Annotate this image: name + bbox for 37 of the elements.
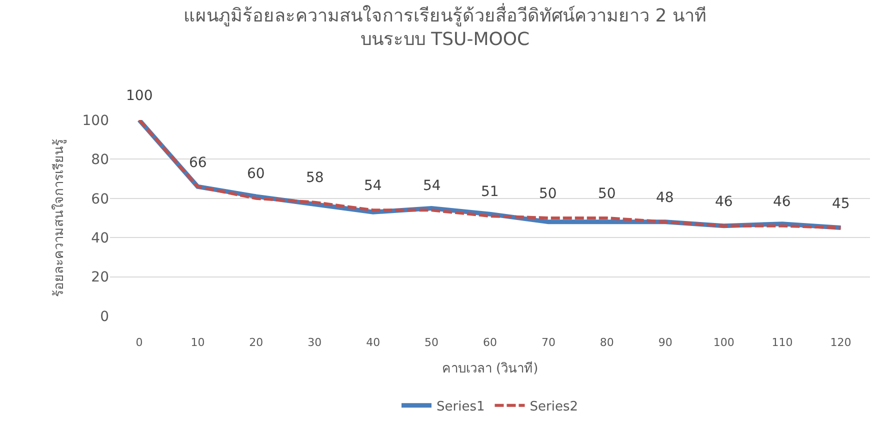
x-tick-label: 40: [366, 336, 380, 349]
x-tick-label: 70: [541, 336, 556, 349]
x-tick-label: 10: [190, 336, 205, 349]
y-tick-label: 40: [91, 230, 109, 246]
data-label: 60: [247, 166, 265, 182]
data-label: 46: [773, 194, 791, 210]
x-tick-label: 0: [136, 336, 143, 349]
x-tick-label: 20: [249, 336, 264, 349]
x-tick-label: 50: [424, 336, 439, 349]
y-tick-label: 0: [100, 308, 109, 325]
data-label: 58: [306, 170, 324, 186]
data-label: 45: [832, 196, 850, 212]
data-label: 100: [126, 88, 153, 104]
x-tick-label: 60: [483, 336, 497, 349]
x-tick-label: 30: [308, 336, 322, 349]
y-tick-label: 20: [91, 270, 109, 286]
x-tick-label: 80: [600, 336, 614, 349]
data-label: 54: [423, 178, 441, 194]
data-label: 51: [481, 184, 499, 200]
y-axis-title: ร้อยละความสนใจการเรียนรู้: [51, 139, 68, 297]
y-tick-label: 80: [91, 152, 109, 168]
y-tick-label: 60: [91, 191, 109, 208]
legend-label: Series2: [530, 400, 578, 414]
legend-label: Series1: [436, 400, 485, 414]
x-tick-label: 120: [830, 336, 852, 349]
data-label: 50: [539, 186, 557, 202]
chart-title: แผนภูมิร้อยละความสนใจการเรียนรู้ด้วยสื่อวีดิทัศน์ความยาว 2 นาที บนระบบ TSU-MOOC: [184, 2, 706, 50]
y-tick-label: 100: [82, 112, 109, 129]
x-tick-label: 90: [658, 336, 672, 349]
data-label: 46: [715, 194, 733, 210]
x-tick-label: 110: [772, 336, 793, 349]
data-label: 66: [189, 155, 207, 171]
x-axis-title: คาบเวลา (วินาที): [442, 360, 538, 377]
data-label: 54: [364, 178, 382, 194]
x-tick-label: 100: [713, 336, 734, 349]
data-label: 48: [656, 190, 674, 206]
data-label: 50: [598, 186, 616, 202]
